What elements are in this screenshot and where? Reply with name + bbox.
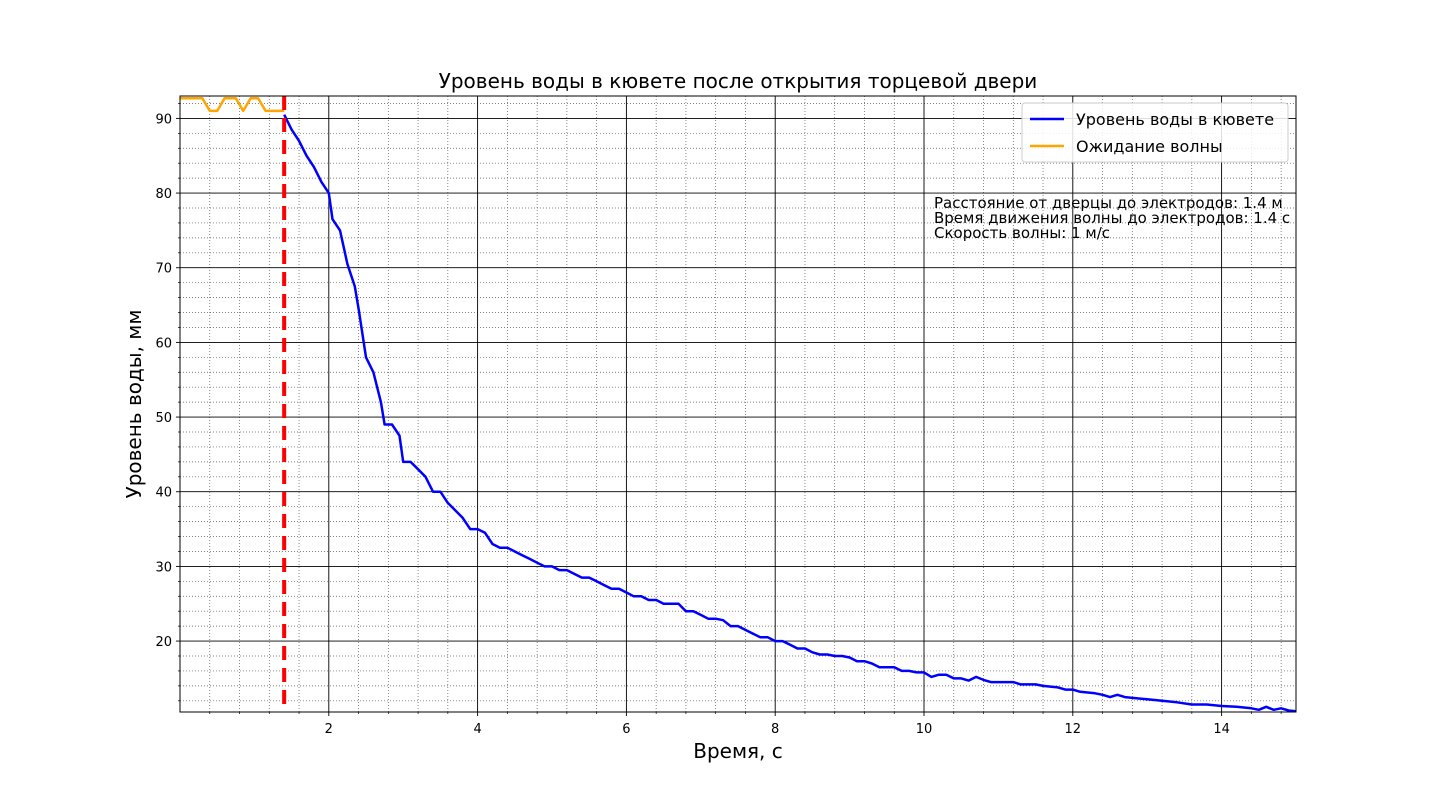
x-tick-label: 12 [1065, 722, 1082, 737]
y-tick-label: 50 [155, 411, 172, 426]
x-tick-label: 10 [916, 722, 933, 737]
x-tick-label: 14 [1213, 722, 1230, 737]
x-tick-label: 8 [771, 722, 779, 737]
y-tick-label: 80 [155, 187, 172, 202]
x-tick-label: 6 [622, 722, 630, 737]
chart-title: Уровень воды в кювете после открытия тор… [439, 69, 1038, 93]
legend-box [1021, 102, 1289, 163]
x-tick-label: 4 [473, 722, 481, 737]
axis-ticks: 2 4 6 8 10 12 14 20 30 40 50 60 70 80 90 [155, 103, 1282, 737]
y-axis-label: Уровень воды, мм [122, 310, 146, 499]
annotation-block: Расстояние от дверцы до электродов: 1.4 … [934, 194, 1290, 242]
annotation-speed: Скорость волны: 1 м/с [934, 224, 1110, 242]
series-line-wave-wait [180, 96, 285, 113]
y-tick-label: 60 [155, 336, 172, 351]
y-tick-label: 40 [155, 486, 172, 501]
minor-grid [180, 96, 1296, 712]
y-tick-label: 70 [155, 262, 172, 277]
annotation-travel-time: Время движения волны до электродов: 1.4 … [934, 209, 1290, 227]
legend-label-water-level: Уровень воды в кювете [1076, 110, 1274, 129]
annotation-distance: Расстояние от дверцы до электродов: 1.4 … [934, 194, 1283, 212]
series-line-water-level [283, 114, 1297, 713]
legend: Уровень воды в кювете Ожидание волны [1021, 102, 1289, 163]
series-layer [180, 96, 1297, 713]
y-tick-label: 20 [155, 635, 172, 650]
plot-frame [179, 95, 1297, 713]
x-axis-label: Время, с [693, 739, 783, 763]
y-tick-label: 90 [155, 112, 172, 127]
legend-label-wave-wait: Ожидание волны [1076, 137, 1223, 156]
y-tick-label: 30 [155, 560, 172, 575]
x-tick-label: 2 [325, 722, 333, 737]
